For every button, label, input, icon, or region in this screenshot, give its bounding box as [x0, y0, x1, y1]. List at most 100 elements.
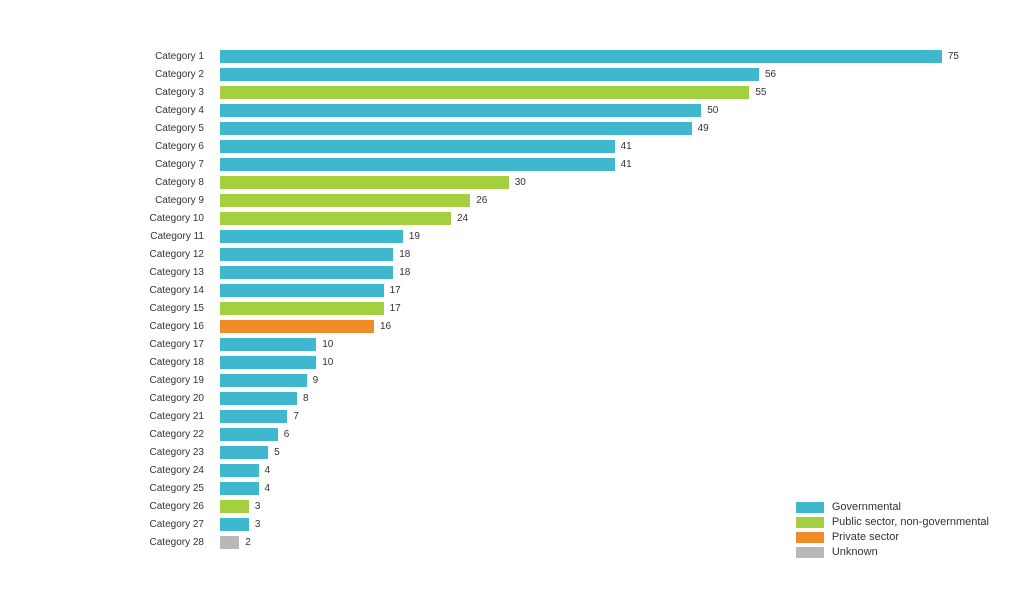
bar: [220, 392, 297, 405]
bar: [220, 284, 384, 297]
bar-row: 4: [220, 464, 990, 477]
bar-value: 3: [255, 501, 261, 512]
bar-value: 55: [755, 87, 766, 98]
bar-value: 3: [255, 519, 261, 530]
bar-value: 49: [698, 123, 709, 134]
category-label: Category 11: [0, 230, 210, 243]
bar: [220, 500, 249, 513]
bar-value: 9: [313, 375, 319, 386]
category-label: Category 5: [0, 122, 210, 135]
bar: [220, 374, 307, 387]
legend-label: Governmental: [832, 501, 901, 513]
category-label: Category 8: [0, 176, 210, 189]
bar-row: 8: [220, 392, 990, 405]
legend: Governmental Public sector, non-governmen…: [796, 501, 989, 561]
category-label: Category 23: [0, 446, 210, 459]
legend-swatch: [796, 532, 824, 543]
legend-item: Private sector: [796, 531, 989, 543]
category-label: Category 12: [0, 248, 210, 261]
category-label: Category 22: [0, 428, 210, 441]
category-label: Category 18: [0, 356, 210, 369]
bar-row: 24: [220, 212, 990, 225]
legend-item: Public sector, non-governmental: [796, 516, 989, 528]
category-label: Category 15: [0, 302, 210, 315]
legend-swatch: [796, 547, 824, 558]
category-label: Category 24: [0, 464, 210, 477]
bar-chart: 7556555049414130262419181817171610109876…: [220, 50, 990, 570]
bar-row: 26: [220, 194, 990, 207]
bar-row: 30: [220, 176, 990, 189]
bar-value: 5: [274, 447, 280, 458]
bar: [220, 464, 259, 477]
category-label: Category 20: [0, 392, 210, 405]
bar-value: 26: [476, 195, 487, 206]
bar-row: 41: [220, 140, 990, 153]
category-label: Category 9: [0, 194, 210, 207]
legend-item: Governmental: [796, 501, 989, 513]
bar: [220, 302, 384, 315]
category-label: Category 13: [0, 266, 210, 279]
legend-label: Unknown: [832, 546, 878, 558]
bar-row: 9: [220, 374, 990, 387]
bar-row: 56: [220, 68, 990, 81]
bar-value: 18: [399, 249, 410, 260]
bar: [220, 86, 749, 99]
bar: [220, 482, 259, 495]
bar-row: 6: [220, 428, 990, 441]
legend-label: Public sector, non-governmental: [832, 516, 989, 528]
bar-row: 18: [220, 248, 990, 261]
bar-row: 10: [220, 356, 990, 369]
bar-row: 17: [220, 284, 990, 297]
bar-value: 4: [265, 483, 271, 494]
category-label: Category 19: [0, 374, 210, 387]
bar-row: 4: [220, 482, 990, 495]
category-label: Category 26: [0, 500, 210, 513]
bar: [220, 68, 759, 81]
bar-value: 24: [457, 213, 468, 224]
legend-swatch: [796, 517, 824, 528]
bar: [220, 338, 316, 351]
category-label: Category 14: [0, 284, 210, 297]
bar: [220, 266, 393, 279]
bar: [220, 122, 692, 135]
bar-value: 41: [621, 141, 632, 152]
bar-row: 17: [220, 302, 990, 315]
bar: [220, 320, 374, 333]
bar-value: 41: [621, 159, 632, 170]
bar: [220, 410, 287, 423]
bar-row: 16: [220, 320, 990, 333]
category-label: Category 25: [0, 482, 210, 495]
legend-item: Unknown: [796, 546, 989, 558]
bar: [220, 518, 249, 531]
bar-value: 2: [245, 537, 251, 548]
category-label: Category 3: [0, 86, 210, 99]
bar-row: 55: [220, 86, 990, 99]
category-label: Category 6: [0, 140, 210, 153]
bar: [220, 194, 470, 207]
bar: [220, 446, 268, 459]
category-label: Category 17: [0, 338, 210, 351]
bar: [220, 230, 403, 243]
bar-row: 41: [220, 158, 990, 171]
legend-swatch: [796, 502, 824, 513]
bar-row: 18: [220, 266, 990, 279]
y-axis-labels: Category 1Category 2Category 3Category 4…: [0, 50, 210, 570]
bar-row: 5: [220, 446, 990, 459]
bar: [220, 158, 615, 171]
category-label: Category 1: [0, 50, 210, 63]
legend-label: Private sector: [832, 531, 899, 543]
bar-value: 10: [322, 357, 333, 368]
bar-value: 18: [399, 267, 410, 278]
bar: [220, 140, 615, 153]
bar-row: 10: [220, 338, 990, 351]
category-label: Category 21: [0, 410, 210, 423]
category-label: Category 7: [0, 158, 210, 171]
bar: [220, 104, 701, 117]
category-label: Category 4: [0, 104, 210, 117]
bar-value: 50: [707, 105, 718, 116]
bar-value: 4: [265, 465, 271, 476]
bar: [220, 356, 316, 369]
bar-value: 8: [303, 393, 309, 404]
x-axis: [220, 570, 990, 590]
bar-value: 16: [380, 321, 391, 332]
